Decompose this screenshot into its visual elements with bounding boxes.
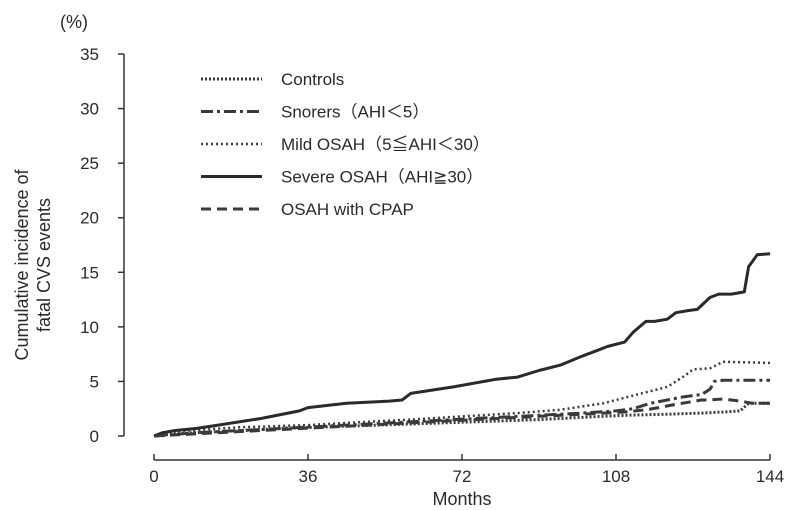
ticks: 0 5 10 15 20 25 30 35 0 36 72 108 144 (80, 45, 784, 486)
series-line-3 (153, 252, 771, 438)
y-unit-label: (%) (60, 12, 88, 32)
y-tick-label: 0 (90, 427, 99, 446)
y-axis-title-line2: fatal CVS events (34, 198, 54, 332)
y-tick-label: 25 (80, 154, 99, 173)
legend-label-0: Controls (281, 70, 344, 89)
axes (123, 54, 770, 461)
x-tick-label: 108 (602, 467, 630, 486)
legend: Controls Snorers（AHI＜5） Mild OSAH（5≦AHI＜30… (201, 70, 490, 219)
plot-lines (153, 252, 771, 438)
legend-label-4: OSAH with CPAP (281, 200, 414, 219)
legend-label-1: Snorers（AHI＜5） (281, 103, 429, 122)
legend-label-2: Mild OSAH（5≦AHI＜30） (281, 135, 490, 154)
y-tick-label: 20 (80, 209, 99, 228)
x-axis-title: Months (432, 489, 491, 509)
y-tick-label: 5 (90, 372, 99, 391)
legend-label-3: Severe OSAH（AHI≧30） (281, 168, 483, 187)
y-axis-title-line1: Cumulative incidence of (12, 168, 32, 360)
x-tick-label: 144 (756, 467, 784, 486)
y-tick-label: 15 (80, 263, 99, 282)
y-tick-label: 10 (80, 318, 99, 337)
y-tick-label: 35 (80, 45, 99, 64)
series-line-1 (153, 378, 770, 438)
series-line-2 (153, 360, 771, 438)
x-tick-label: 0 (149, 467, 158, 486)
y-tick-label: 30 (80, 100, 99, 119)
x-tick-label: 72 (453, 467, 472, 486)
x-tick-label: 36 (299, 467, 318, 486)
